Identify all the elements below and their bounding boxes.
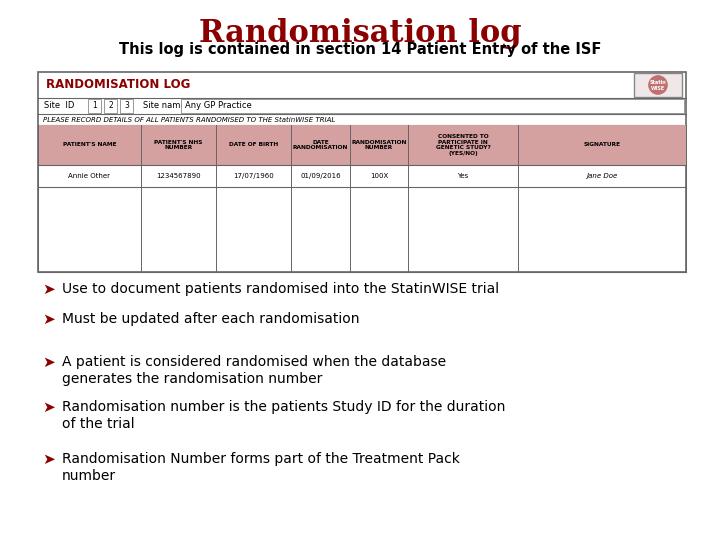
Text: Randomisation number is the patients Study ID for the duration
of the trial: Randomisation number is the patients Stu… [62, 400, 505, 431]
Text: RANDOMISATION
NUMBER: RANDOMISATION NUMBER [351, 140, 407, 151]
Text: 3: 3 [124, 102, 129, 111]
Bar [120, 99, 133, 113]
Text: 1: 1 [92, 102, 97, 111]
Text: 01/09/2016: 01/09/2016 [300, 173, 341, 179]
Bar [104, 99, 117, 113]
Text: Use to document patients randomised into the StatinWISE trial: Use to document patients randomised into… [62, 282, 499, 296]
Bar [181, 99, 684, 113]
Text: ➤: ➤ [42, 282, 55, 297]
Text: Any GP Practice: Any GP Practice [185, 102, 252, 111]
Text: 100X: 100X [370, 173, 388, 179]
Text: PLEASE RECORD DETAILS OF ALL PATIENTS RANDOMISED TO THE StatinWISE TRIAL: PLEASE RECORD DETAILS OF ALL PATIENTS RA… [43, 117, 336, 123]
Bar [38, 125, 686, 165]
Text: ➤: ➤ [42, 452, 55, 467]
Text: A patient is considered randomised when the database
generates the randomisation: A patient is considered randomised when … [62, 355, 446, 386]
Circle shape [649, 76, 667, 94]
Text: PATIENT'S NHS
NUMBER: PATIENT'S NHS NUMBER [154, 140, 203, 151]
Text: CONSENTED TO
PARTICIPATE IN
GENETIC STUDY?
(YES/NO): CONSENTED TO PARTICIPATE IN GENETIC STUD… [436, 134, 490, 156]
Text: Jane Doe: Jane Doe [586, 173, 618, 179]
Text: WISE: WISE [651, 85, 665, 91]
Text: PATIENT'S NAME: PATIENT'S NAME [63, 143, 117, 147]
Text: DATE
RANDOMISATION: DATE RANDOMISATION [293, 140, 348, 151]
Text: ➤: ➤ [42, 400, 55, 415]
Bar [634, 73, 682, 97]
Text: Yes: Yes [457, 173, 469, 179]
Text: Randomisation Number forms part of the Treatment Pack
number: Randomisation Number forms part of the T… [62, 452, 460, 483]
Text: Statin: Statin [649, 79, 667, 84]
Text: SIGNATURE: SIGNATURE [583, 143, 621, 147]
Text: Site name: Site name [143, 102, 186, 111]
Bar [38, 72, 686, 272]
Bar [88, 99, 101, 113]
Text: ➤: ➤ [42, 312, 55, 327]
Text: Site  ID: Site ID [44, 102, 74, 111]
Text: 2: 2 [108, 102, 113, 111]
Text: ➤: ➤ [42, 355, 55, 370]
Text: This log is contained in section 14 Patient Entry of the ISF: This log is contained in section 14 Pati… [119, 42, 601, 57]
Text: Must be updated after each randomisation: Must be updated after each randomisation [62, 312, 359, 326]
Text: DATE OF BIRTH: DATE OF BIRTH [229, 143, 278, 147]
Text: Randomisation log: Randomisation log [199, 18, 521, 49]
Text: 1234567890: 1234567890 [156, 173, 201, 179]
Text: RANDOMISATION LOG: RANDOMISATION LOG [46, 78, 190, 91]
Text: 17/07/1960: 17/07/1960 [233, 173, 274, 179]
Text: Annie Other: Annie Other [68, 173, 110, 179]
